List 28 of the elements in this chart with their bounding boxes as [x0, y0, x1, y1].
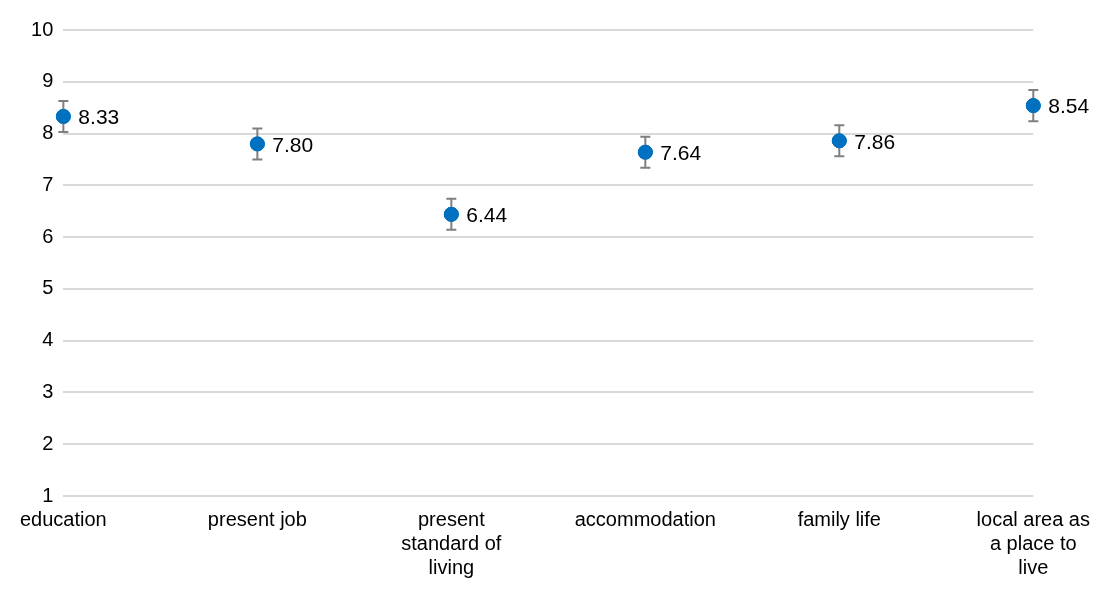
x-tick-label: accommodation: [574, 507, 716, 530]
point: [1025, 98, 1041, 114]
y-tick-label: 10: [31, 17, 54, 40]
x-tick-label: present standard of living: [401, 507, 502, 578]
y-tick-label: 3: [42, 379, 54, 402]
y-tick-label: 8: [42, 121, 54, 144]
data-label: 7.64: [660, 140, 702, 164]
x-tick-label: family life: [797, 507, 881, 530]
point: [831, 133, 847, 149]
point: [637, 144, 653, 160]
y-tick-label: 9: [42, 69, 54, 92]
y-tick-label: 7: [42, 172, 54, 195]
y-tick-label: 2: [42, 431, 54, 454]
data-label: 8.33: [78, 105, 120, 129]
point: [55, 108, 71, 124]
data-label: 6.44: [466, 203, 508, 227]
y-tick-label: 4: [42, 328, 54, 351]
data-label: 8.54: [1048, 94, 1090, 118]
y-tick-label: 5: [42, 276, 54, 299]
x-tick-label: present job: [207, 507, 307, 530]
y-tick-label: 1: [42, 483, 54, 506]
x-tick-label: education: [19, 507, 107, 530]
point: [249, 136, 265, 152]
data-label: 7.80: [272, 132, 314, 156]
point: [443, 206, 459, 222]
x-tick-label: local area as a place to live: [976, 507, 1090, 578]
data-label: 7.86: [854, 129, 896, 153]
y-tick-label: 6: [42, 224, 54, 247]
